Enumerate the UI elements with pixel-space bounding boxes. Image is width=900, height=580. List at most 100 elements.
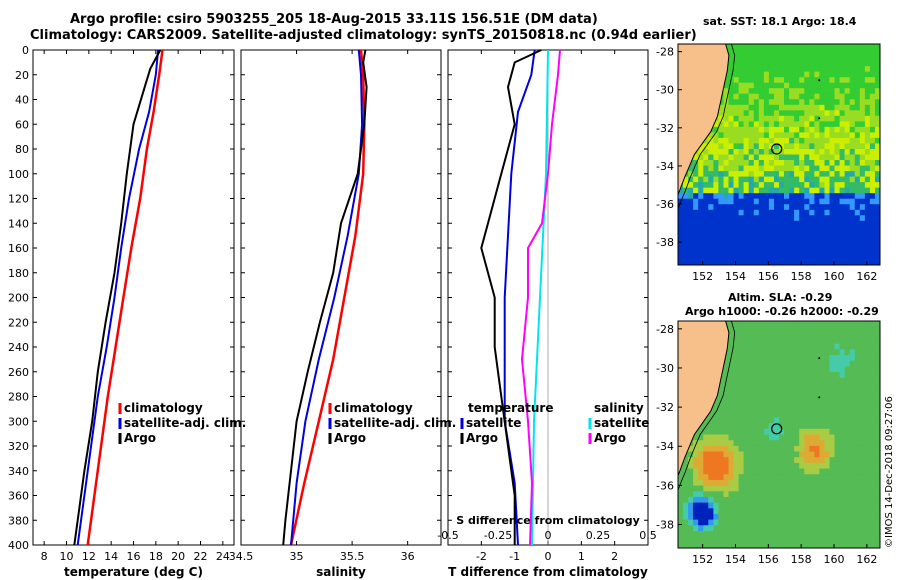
sst-map-cell [849,242,856,250]
sst-map-cell [678,187,684,194]
sla-map-cell [703,457,709,464]
sst-map-cell [713,154,720,161]
sst-map-cell [789,226,795,233]
sst-map-cell [814,88,821,95]
sla-map-cell [758,451,765,458]
sst-map-cell [768,82,775,89]
sla-map-cell [869,394,876,402]
sst-map-cell [854,143,861,150]
sla-map-cell [748,531,755,538]
sst-map-cell [774,132,780,139]
sst-map-cell [814,226,821,233]
sla-map-cell [748,491,755,498]
sst-map-cell [693,220,699,227]
sla-map-cell [723,536,730,543]
sla-map-cell [718,468,725,475]
sla-map-cell [829,508,836,515]
sla-map-cell [829,389,836,396]
sst-map-cell [708,193,714,200]
sla-map-cell [834,321,841,328]
sla-map-cell [799,332,805,339]
sal-legend-label: satellite-adj. clim. [334,416,456,430]
sla-map-cell [728,536,735,543]
sla-map-cell [733,542,740,548]
sla-map-cell [768,423,775,430]
sla-map-cell [789,417,795,424]
sla-map-cell [784,457,790,464]
sst-map-cell [774,193,780,200]
sla-map-cell [799,479,805,487]
sla-map-cell [829,394,836,402]
sst-map-cell [758,187,765,194]
sla-map-cell [779,394,785,402]
sla-map-cell [864,360,871,367]
sla-map-cell [738,355,745,362]
sst-map-cell [804,44,810,51]
sla-map-cell [683,479,689,487]
sla-map-cell [723,474,730,481]
sla-map-cell [763,514,770,521]
sst-map-cell [748,137,755,145]
sla-map-cell [728,383,735,390]
sla-map-cell [814,372,821,379]
sla-map-cell [743,332,750,339]
sla-map-cell [875,542,880,548]
sst-map-cell [829,126,836,134]
sst-map-cell [743,104,750,111]
diff-legend-sal-title: salinity [594,401,644,415]
depth-tick-label: 280 [8,391,29,404]
sla-map-cell [854,496,861,504]
sst-map-cell [844,215,851,222]
sla-map-cell [809,377,815,385]
sla-map-cell [819,479,826,487]
sla-map-cell [875,428,880,436]
sla-map-cell [703,485,709,492]
sst-map-cell [814,154,821,161]
sla-map-cell [849,321,856,328]
sst-map-cell [789,171,795,178]
sst-map-cell [804,104,810,111]
sla-map-cell [774,411,780,419]
sla-map-cell [774,400,780,407]
sla-map-cell [799,451,805,458]
sla-map-cell [875,377,880,385]
sst-map-cell [703,242,709,250]
sla-map-cell [799,542,805,548]
sst-map-cell [854,171,861,178]
sla-lon-label: 162 [856,553,877,566]
sst-map-cell [698,248,704,255]
sla-map-cell [738,377,745,385]
sst-map-cell [723,143,730,150]
sst-map-cell [743,254,750,261]
sla-map-cell [804,474,810,481]
sla-map-cell [794,417,800,424]
sla-map-cell [713,440,720,447]
sst-map-cell [849,82,856,89]
sla-map-cell [849,377,856,385]
sst-map-cell [768,149,775,156]
sst-map-cell [738,88,745,95]
sla-map-cell [753,542,760,548]
sla-map-cell [864,531,871,538]
sst-map-cell [824,187,831,194]
sla-map-cell [824,428,831,436]
sal-legend-label: Argo [334,431,366,445]
sst-map-cell [839,115,846,122]
sla-map-cell [768,406,775,413]
sst-map-cell [829,132,836,139]
sla-map-cell [763,445,770,453]
salinity-panel: 34.5 35 35.5 36salinityclimatologysatellite… [229,49,456,579]
sst-map-cell [779,237,785,244]
sst-map-cell [779,254,785,261]
sst-map-cell [875,126,880,134]
sst-map-cell [779,110,785,117]
sla-map-cell [789,519,795,526]
sst-map-cell [859,242,866,250]
sla-map-cell [875,423,880,430]
sst-map-cell [829,55,836,62]
sla-map-cell [809,332,815,339]
sla-map-cell [875,355,880,362]
sst-map-cell [869,110,876,117]
sla-map-cell [774,321,780,328]
sla-map-cell [738,332,745,339]
